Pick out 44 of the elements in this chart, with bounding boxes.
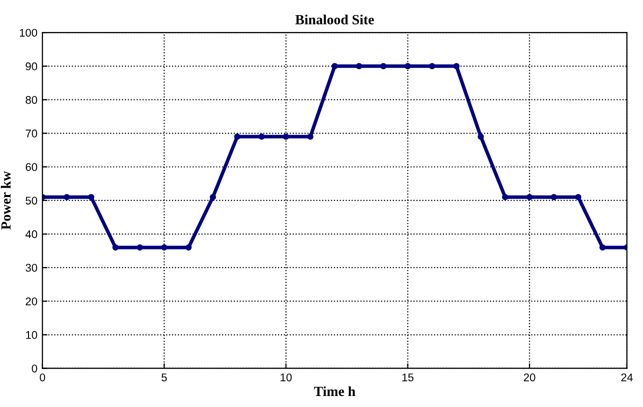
point	[380, 63, 387, 70]
x-tick-label: 10	[280, 373, 292, 382]
point	[478, 134, 484, 140]
y-tick-label: 20	[26, 297, 38, 306]
point	[526, 194, 533, 200]
point	[307, 134, 314, 140]
y-tick-label: 0	[32, 364, 38, 372]
point	[258, 134, 265, 140]
point	[112, 244, 119, 251]
point	[599, 244, 606, 251]
x-tick-label: 20	[524, 373, 536, 382]
point	[356, 63, 362, 70]
point	[453, 63, 460, 70]
x-tick-label: 5	[162, 374, 167, 382]
point	[502, 194, 508, 200]
point	[332, 63, 338, 70]
chart-title: Binalood Site	[295, 14, 374, 24]
y-tick-label: 40	[25, 230, 38, 238]
y-tick-label: 80	[26, 96, 38, 104]
y-axis-title: Power kw	[0, 171, 11, 230]
y-tick-label: 100	[20, 28, 38, 37]
x-tick-label: 15	[402, 374, 414, 382]
x-tick-label: 24	[621, 373, 633, 382]
point	[64, 194, 70, 200]
point	[185, 244, 192, 251]
y-tick-label: 90	[26, 62, 38, 70]
y-tick-label: 70	[26, 130, 38, 138]
y-tick-label: 10	[26, 331, 38, 339]
line-series	[42, 63, 627, 251]
point	[161, 244, 168, 251]
x-axis-title: Time h	[314, 386, 356, 396]
y-tick-label: 50	[26, 196, 38, 205]
y-tick-label: 30	[26, 264, 38, 272]
point	[234, 134, 240, 140]
point	[88, 194, 94, 200]
y-tick-label: 60	[26, 163, 38, 172]
point	[404, 63, 411, 70]
point	[210, 194, 216, 200]
point	[428, 63, 436, 70]
x-tick-label: 0	[40, 373, 46, 382]
point	[575, 194, 582, 200]
point	[282, 134, 290, 140]
point	[136, 244, 143, 251]
point	[550, 194, 557, 200]
